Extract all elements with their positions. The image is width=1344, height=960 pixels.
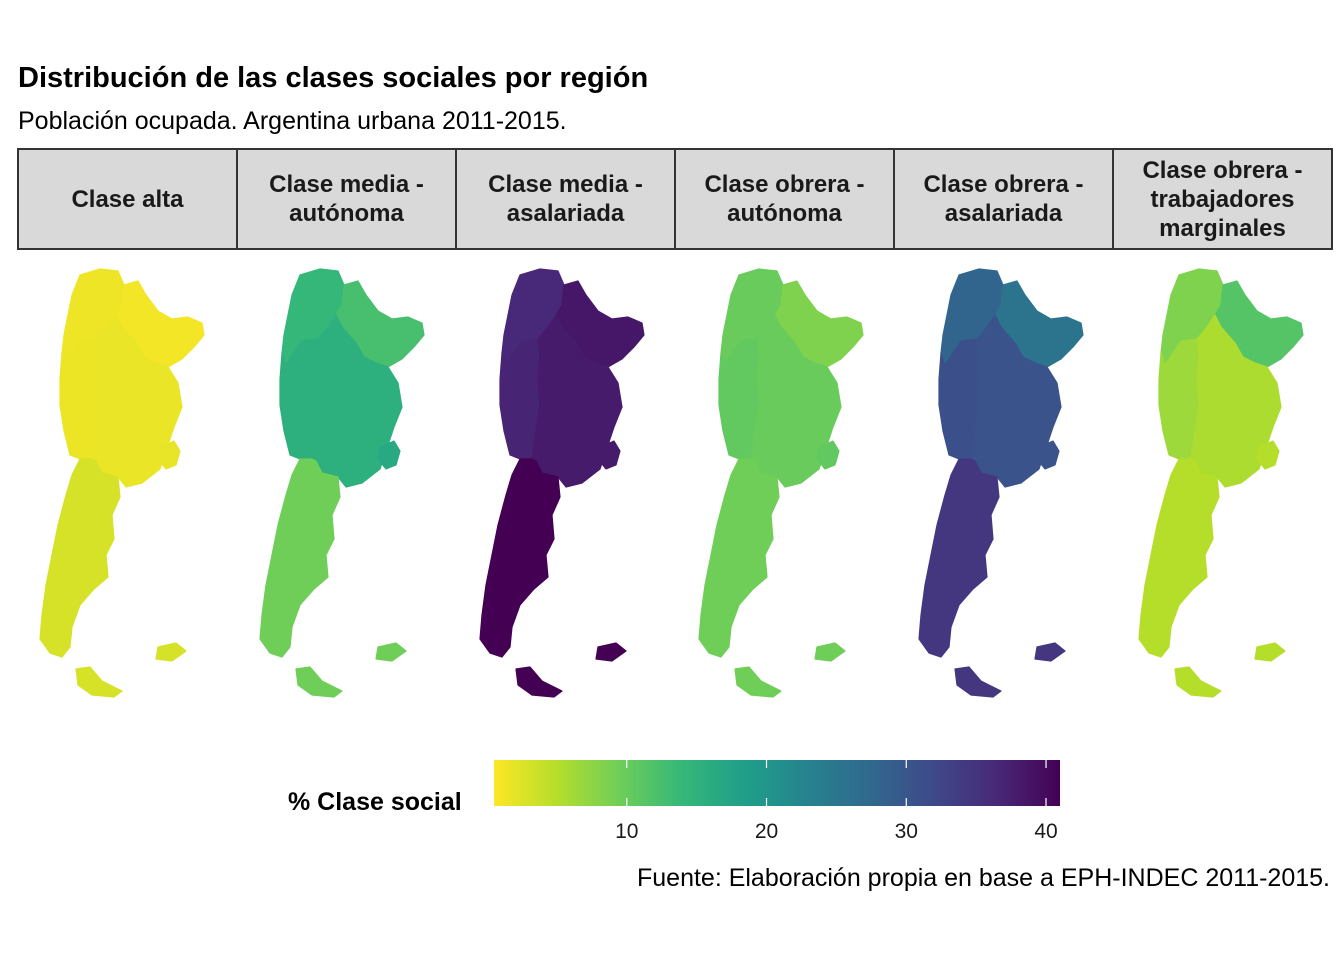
region-gba-0 [157, 440, 181, 470]
facet-strip-clase-alta: Clase alta [17, 148, 238, 250]
facet-strip-clase-media-asalariada: Clase media - asalariada [455, 148, 676, 250]
facet-maps [39, 268, 1304, 698]
facet-strip-clase-obrera-autonoma: Clase obrera - autónoma [674, 148, 895, 250]
source-caption: Fuente: Elaboración propia en base a EPH… [636, 864, 1330, 892]
facet-map-2 [479, 268, 645, 698]
region-gba-2 [597, 440, 621, 470]
facet-map-5 [1138, 268, 1304, 698]
legend-title: % Clase social [288, 788, 462, 816]
legend-tick-label-40: 40 [1034, 820, 1057, 843]
legend-tick-label-10: 10 [615, 820, 638, 843]
region-patagonia-1 [259, 458, 407, 698]
region-patagonia-3 [698, 458, 846, 698]
facet-strip-clase-obrera-asalariada: Clase obrera - asalariada [893, 148, 1114, 250]
legend-tick-label-30: 30 [895, 820, 918, 843]
facet-map-0 [39, 268, 205, 698]
facet-strip-clase-media-autonoma: Clase media - autónoma [236, 148, 457, 250]
region-gba-3 [816, 440, 840, 470]
facet-strip-clase-obrera-marginales: Clase obrera - trabajadores marginales [1112, 148, 1333, 250]
facet-map-1 [259, 268, 425, 698]
region-patagonia-4 [918, 458, 1066, 698]
chart-subtitle: Población ocupada. Argentina urbana 2011… [18, 107, 567, 135]
legend-tick-label-20: 20 [755, 820, 778, 843]
chart-title: Distribución de las clases sociales por … [18, 62, 649, 94]
region-patagonia-5 [1138, 458, 1286, 698]
region-gba-1 [377, 440, 401, 470]
color-legend: 10 20 30 40 [494, 760, 1060, 843]
region-gba-4 [1036, 440, 1060, 470]
facet-map-4 [918, 268, 1084, 698]
facet-strips: Clase alta Clase media - autónoma Clase … [17, 148, 1333, 250]
facet-map-3 [698, 268, 864, 698]
region-gba-5 [1256, 440, 1280, 470]
legend-colorbar [494, 760, 1060, 806]
region-patagonia-2 [479, 458, 627, 698]
region-patagonia-0 [39, 458, 187, 698]
